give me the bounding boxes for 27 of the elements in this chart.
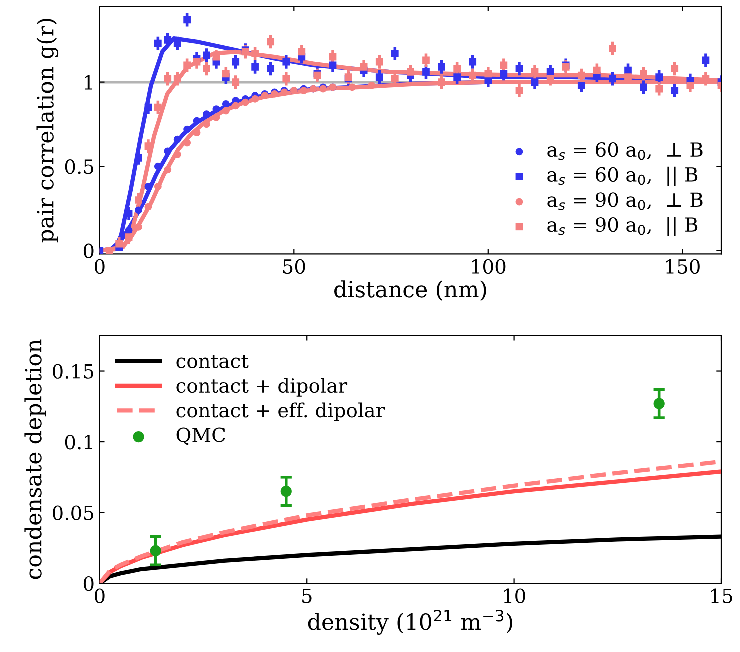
- y-tick-label: 0: [84, 244, 94, 258]
- x-tick-label: 50: [283, 259, 306, 274]
- y-tick-label: 0.1: [65, 434, 92, 450]
- y-tick-label: 0.5: [65, 160, 94, 174]
- x-tick-label: 15: [712, 588, 732, 604]
- legend-label: a$_{s}$ = 90 a$_{0}$, || B: [548, 217, 698, 236]
- legend-label: contact + eff. dipolar: [176, 402, 386, 422]
- x-tick-label: 0: [94, 259, 105, 274]
- legend-label: a$_{s}$ = 60 a$_{0}$, ⊥ B: [548, 142, 703, 160]
- y-tick-label: 0.15: [53, 364, 94, 379]
- x-tick-label: 100: [472, 259, 506, 274]
- y-tick-label: 0: [84, 576, 94, 592]
- y-axis-title: condensate depletion: [24, 340, 46, 580]
- x-tick-label: 5: [302, 589, 312, 604]
- x-tick-label: 150: [666, 259, 700, 274]
- legend-label: a$_{s}$ = 60 a$_{0}$, || B: [548, 166, 698, 186]
- x-tick-label: 10: [504, 588, 526, 604]
- y-axis-title: pair correlation g(r): [36, 19, 59, 243]
- legend-label: contact + dipolar: [176, 378, 348, 397]
- legend-label: contact: [176, 354, 249, 368]
- x-tick-label: 0: [94, 588, 105, 604]
- legend-label: QMC: [176, 428, 226, 446]
- x-axis-title: distance (nm): [334, 280, 486, 301]
- legend-label: a$_{s}$ = 90 a$_{0}$, ⊥ B: [548, 192, 703, 210]
- x-axis-title: density (10$^{21}$ m$^{−3}$): [308, 610, 512, 635]
- y-tick-label: 0.05: [53, 506, 94, 520]
- y-tick-label: 1: [85, 75, 92, 90]
